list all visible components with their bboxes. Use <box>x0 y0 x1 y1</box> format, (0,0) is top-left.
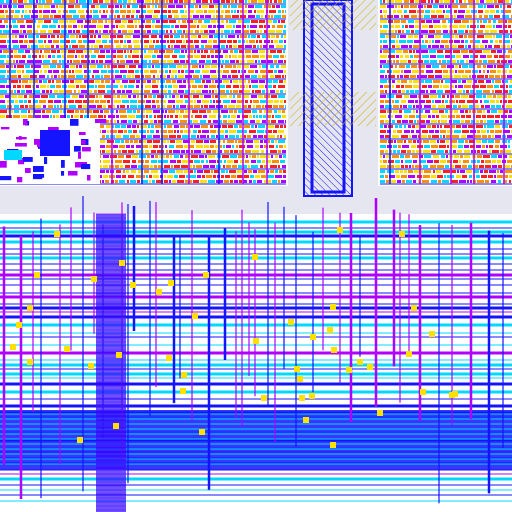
lower-routing-region <box>0 196 512 512</box>
left-control-block <box>0 118 107 184</box>
top-right-standard-cell-array <box>380 0 512 185</box>
routing-channel-horizontal <box>0 186 512 214</box>
